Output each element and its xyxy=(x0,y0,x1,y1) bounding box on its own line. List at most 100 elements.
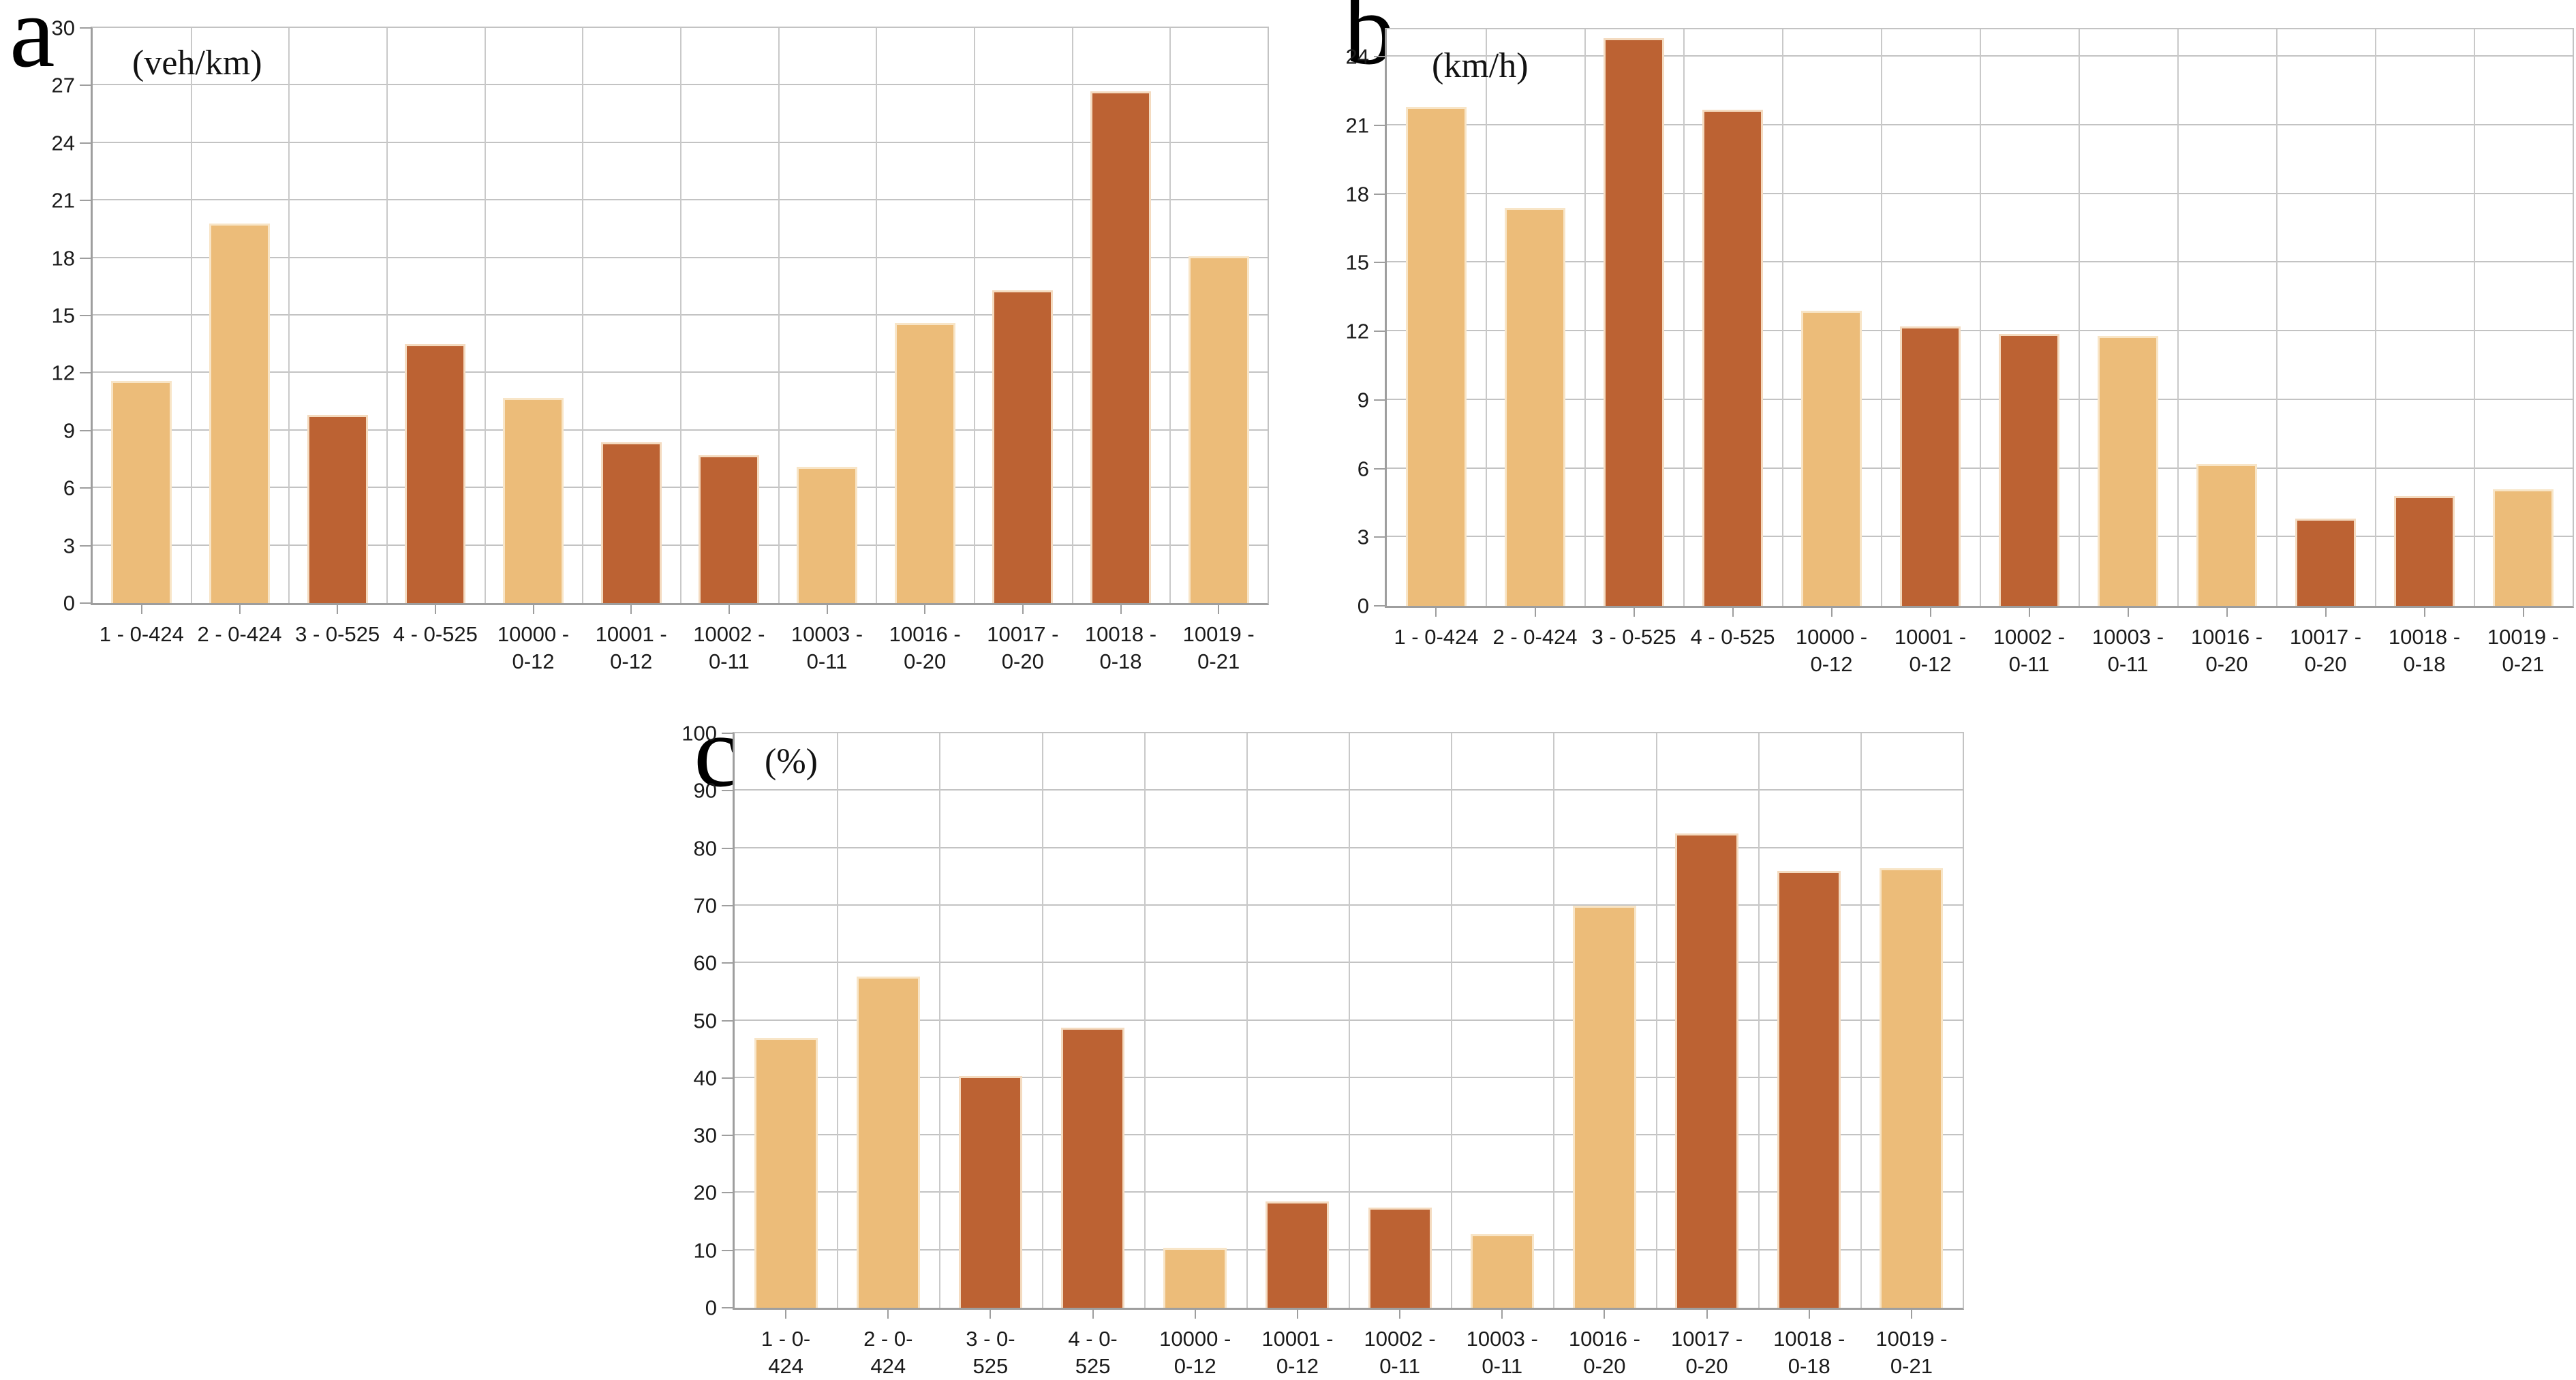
x-axis-label-line: 3 - 0- xyxy=(966,1327,1015,1351)
vertical-gridline xyxy=(2276,29,2278,606)
chart-a-unit-title: (veh/km) xyxy=(132,44,262,82)
x-axis-category-label: 10018 - 0-18 xyxy=(1085,621,1156,675)
bar-b-1 xyxy=(1405,107,1467,606)
x-axis-label-line: 0-18 xyxy=(2403,652,2446,676)
x-axis-label-line: 0-12 xyxy=(610,649,653,673)
x-axis-tick-mark xyxy=(2423,608,2425,617)
x-axis-tick-mark xyxy=(2522,608,2524,617)
x-axis-label-line: 0-11 xyxy=(708,649,750,673)
y-axis-tick-label: 27 xyxy=(51,73,75,97)
bar-c-2 xyxy=(856,977,920,1308)
x-axis-label-line: 10000 - xyxy=(497,622,570,646)
x-axis-tick-mark xyxy=(1501,1310,1503,1319)
x-axis-category-label: 10016 - 0-20 xyxy=(1569,1325,1640,1380)
x-axis-tick-mark xyxy=(1706,1310,1708,1319)
y-axis-tick-label: 9 xyxy=(63,418,75,443)
x-axis-category-label: 1 - 0-424 xyxy=(1394,624,1478,651)
y-axis-tick-label: 20 xyxy=(693,1180,717,1205)
vertical-gridline xyxy=(190,28,192,603)
x-axis-label-line: 10019 - xyxy=(2487,625,2560,649)
x-axis-label-line: 10002 - xyxy=(693,622,765,646)
y-axis-tick-mark xyxy=(1374,56,1385,58)
y-axis-tick-mark xyxy=(80,315,91,316)
y-axis-tick-label: 18 xyxy=(1345,182,1369,206)
y-axis-tick-label: 30 xyxy=(51,16,75,40)
x-axis-label-line: 2 - 0-424 xyxy=(1492,625,1578,649)
x-axis-label-line: 424 xyxy=(768,1354,803,1378)
panel-letter-c: c xyxy=(694,695,739,808)
x-axis-category-label: 10000 - 0-12 xyxy=(1159,1325,1231,1380)
x-axis-label-line: 10002 - xyxy=(1993,625,2066,649)
vertical-gridline xyxy=(1349,733,1350,1308)
x-axis-category-label: 4 - 0- 525 xyxy=(1068,1325,1117,1380)
x-axis-tick-mark xyxy=(2127,608,2129,617)
x-axis-tick-mark xyxy=(434,605,436,614)
x-axis-category-label: 10018 - 0-18 xyxy=(2389,624,2460,678)
x-axis-label-line: 0-20 xyxy=(2304,652,2347,676)
bar-c-9 xyxy=(1572,905,1636,1308)
bar-a-1 xyxy=(111,380,172,603)
y-axis-tick-label: 30 xyxy=(693,1123,717,1148)
y-axis-tick-mark xyxy=(80,487,91,489)
bar-c-4 xyxy=(1061,1028,1125,1308)
x-axis-label-line: 0-12 xyxy=(512,649,555,673)
vertical-gridline xyxy=(1683,29,1685,606)
x-axis-tick-mark xyxy=(785,1310,787,1319)
vertical-gridline xyxy=(974,28,975,603)
bar-a-4 xyxy=(405,344,466,603)
x-axis-category-label: 10017 - 0-20 xyxy=(2290,624,2361,678)
vertical-gridline xyxy=(582,28,584,603)
y-axis-tick-mark xyxy=(722,1135,733,1137)
y-axis-tick-label: 3 xyxy=(1357,525,1369,549)
y-axis-tick-mark xyxy=(80,429,91,431)
x-axis-label-line: 0-12 xyxy=(1276,1354,1319,1378)
bar-b-5 xyxy=(1800,310,1862,606)
bar-c-1 xyxy=(754,1037,818,1308)
bar-b-2 xyxy=(1504,207,1566,606)
y-axis-tick-mark xyxy=(80,142,91,144)
bar-c-6 xyxy=(1266,1201,1330,1308)
y-axis-tick-mark xyxy=(80,85,91,87)
x-axis-label-line: 10001 - xyxy=(595,622,667,646)
vertical-gridline xyxy=(1980,29,1981,606)
bar-b-6 xyxy=(1899,326,1961,606)
x-axis-category-label: 10019 - 0-21 xyxy=(1183,621,1255,675)
bar-b-7 xyxy=(1998,333,2060,606)
x-axis-tick-mark xyxy=(1194,1310,1196,1319)
x-axis-tick-mark xyxy=(1808,1310,1810,1319)
x-axis-label-line: 10017 - xyxy=(987,622,1059,646)
bar-b-3 xyxy=(1603,38,1665,606)
chart-b-unit-title: (km/h) xyxy=(1432,46,1529,85)
vertical-gridline xyxy=(1485,29,1487,606)
y-axis-tick-mark xyxy=(80,372,91,374)
y-axis-tick-label: 24 xyxy=(1345,44,1369,69)
chart-c-unit-title: (%) xyxy=(765,742,818,781)
y-axis-tick-mark xyxy=(80,27,91,29)
x-axis-label-line: 0-18 xyxy=(1788,1354,1830,1378)
vertical-gridline xyxy=(778,28,780,603)
y-axis-tick-mark xyxy=(1374,193,1385,195)
vertical-gridline xyxy=(1553,733,1555,1308)
x-axis-label-line: 10003 - xyxy=(2091,625,2164,649)
x-axis-category-label: 10001 - 0-12 xyxy=(1895,624,1966,678)
y-axis-tick-label: 3 xyxy=(63,534,75,558)
y-axis-tick-label: 15 xyxy=(1345,250,1369,275)
x-axis-label-line: 10002 - xyxy=(1364,1327,1436,1351)
x-axis-label-line: 10001 - xyxy=(1261,1327,1334,1351)
bar-a-7 xyxy=(699,455,760,603)
x-axis-category-label: 10000 - 0-12 xyxy=(1796,624,1867,678)
y-axis-tick-label: 0 xyxy=(63,591,75,615)
y-axis-tick-label: 0 xyxy=(1357,594,1369,618)
x-axis-tick-mark xyxy=(140,605,142,614)
x-axis-tick-mark xyxy=(337,605,339,614)
y-axis-tick-label: 10 xyxy=(693,1238,717,1263)
x-axis-category-label: 10003 - 0-11 xyxy=(791,621,863,675)
x-axis-label-line: 0-20 xyxy=(1001,649,1044,673)
x-axis-label-line: 525 xyxy=(972,1354,1009,1378)
y-axis-tick-mark xyxy=(1374,125,1385,126)
y-axis-tick-label: 9 xyxy=(1357,388,1369,412)
x-axis-label-line: 0-21 xyxy=(1890,1354,1933,1378)
bar-a-12 xyxy=(1188,256,1249,603)
x-axis-category-label: 1 - 0-424 xyxy=(761,1325,810,1380)
y-axis-tick-mark xyxy=(80,545,91,547)
